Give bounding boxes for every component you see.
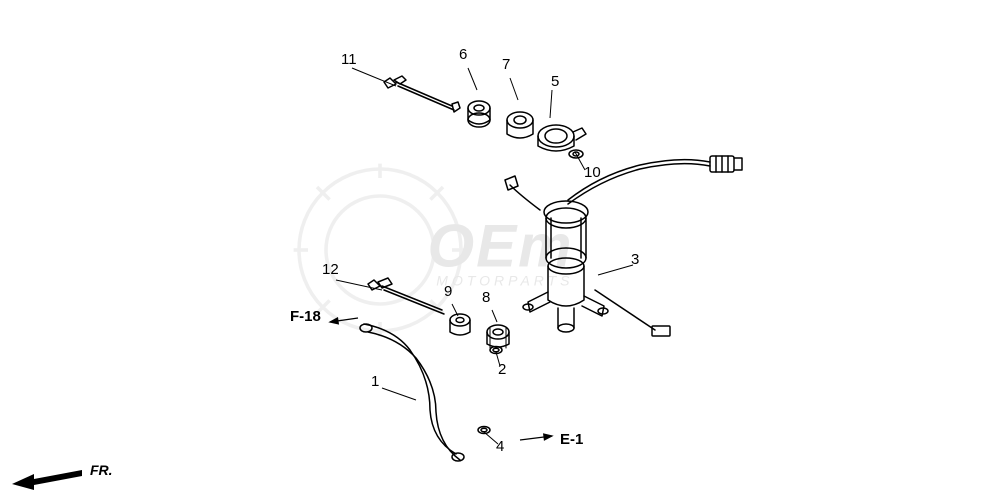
callout-6: 6 (459, 46, 467, 63)
callout-9: 9 (444, 283, 452, 300)
wire-harness (505, 156, 742, 336)
callout-7: 7 (502, 56, 510, 73)
callout-2: 2 (498, 361, 506, 378)
ref-label-e-1: E-1 (560, 431, 583, 448)
part-3-valve (523, 201, 608, 332)
part-1-hose (360, 324, 464, 461)
parts-diagram-svg (0, 0, 1001, 500)
part-8-collar (487, 325, 509, 348)
part-5-stay (538, 125, 586, 151)
ref-arrows (330, 318, 552, 440)
part-12-bolt (368, 278, 444, 314)
callout-1: 1 (371, 373, 379, 390)
ref-label-f-18: F-18 (290, 308, 321, 325)
callout-10: 10 (584, 164, 601, 181)
leader-lines (336, 68, 633, 444)
callout-8: 8 (482, 289, 490, 306)
callout-3: 3 (631, 251, 639, 268)
callout-4: 4 (496, 438, 504, 455)
callout-12: 12 (322, 261, 339, 278)
part-9-mount (450, 314, 470, 335)
diagram-container: OEm MOTORPARTS (0, 0, 1001, 500)
part-7-collar (507, 112, 533, 138)
callout-11: 11 (341, 51, 357, 68)
callout-5: 5 (551, 73, 559, 90)
part-6-grommet (468, 101, 490, 127)
part-11-bolt (384, 76, 460, 112)
fr-label: FR. (90, 462, 113, 478)
